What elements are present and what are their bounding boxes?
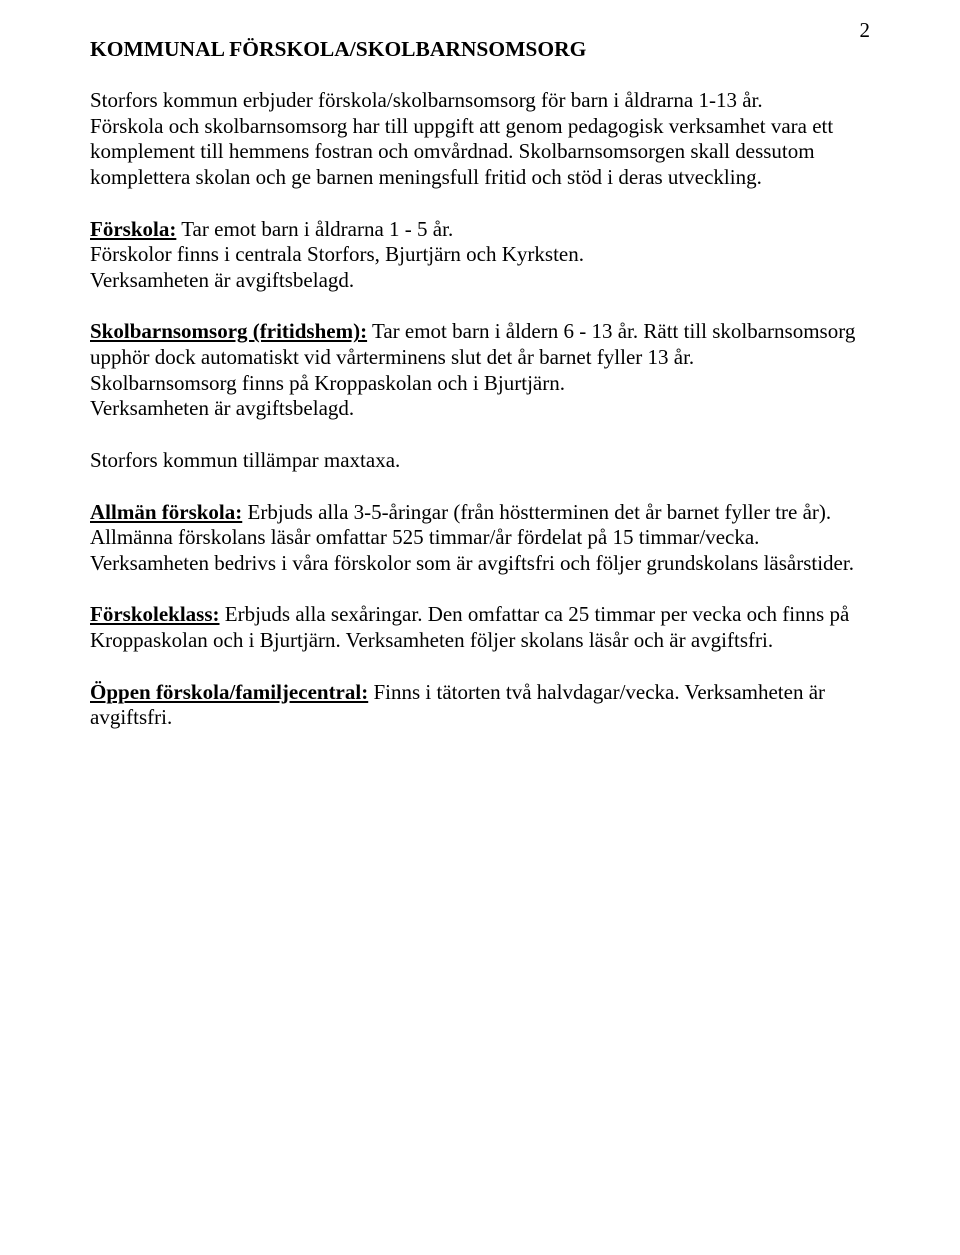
maxtaxa-paragraph: Storfors kommun tillämpar maxtaxa. [90,448,870,474]
heading-oppen-forskola: Öppen förskola/familjecentral: [90,680,368,704]
heading-allman-forskola: Allmän förskola: [90,500,242,524]
section-skolbarnsomsorg: Skolbarnsomsorg (fritidshem): Tar emot b… [90,319,870,421]
section-forskoleklass: Förskoleklass: Erbjuds alla sexåringar. … [90,602,870,653]
heading-skolbarnsomsorg: Skolbarnsomsorg (fritidshem): [90,319,367,343]
section-forskola: Förskola: Tar emot barn i åldrarna 1 - 5… [90,217,870,294]
document-page: 2 KOMMUNAL FÖRSKOLA/SKOLBARNSOMSORG Stor… [0,0,960,1255]
intro-paragraph: Storfors kommun erbjuder förskola/skolba… [90,88,870,190]
heading-forskoleklass: Förskoleklass: [90,602,220,626]
section-oppen-forskola: Öppen förskola/familjecentral: Finns i t… [90,680,870,731]
page-number: 2 [860,18,871,44]
heading-forskola: Förskola: [90,217,176,241]
section-allman-forskola: Allmän förskola: Erbjuds alla 3-5-åringa… [90,500,870,577]
page-title: KOMMUNAL FÖRSKOLA/SKOLBARNSOMSORG [90,36,870,62]
